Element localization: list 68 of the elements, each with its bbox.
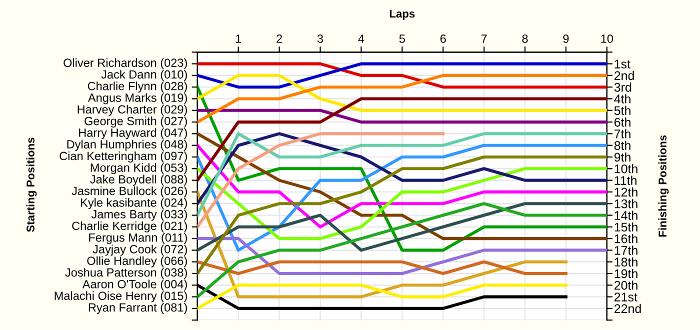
text: Jack Dann (010) — [101, 70, 187, 81]
y2-tick-label: 15th — [614, 222, 638, 232]
y2-tick-label: 3rd — [614, 82, 632, 92]
x-tick-label: 3 — [317, 34, 324, 43]
y2-tick-label: 11th — [614, 176, 636, 185]
y2-axis-title: Finishing Positions — [658, 135, 669, 237]
x-tick-label: 4 — [358, 34, 364, 43]
text: Cian Ketteringham (097) — [60, 151, 187, 162]
y2-tick-label: 21st — [614, 292, 638, 302]
y2-tick-label: 12th — [614, 187, 638, 197]
x-tick-label: 9 — [563, 34, 569, 43]
y2-tick-label: 5th — [614, 106, 630, 116]
line-series — [197, 167, 607, 240]
text: Dylan Humphries (048) — [67, 140, 187, 151]
y2-tick-label: 6th — [614, 118, 630, 127]
text: Morgan Kidd (053) — [90, 163, 187, 174]
x-tick-label: 1 — [236, 34, 242, 43]
line-series — [197, 74, 607, 124]
text: Malachi Oise Henry (015) — [54, 291, 187, 302]
x-tick-label: 5 — [399, 34, 405, 43]
y2-tick-label: 20th — [614, 280, 638, 290]
text: Ryan Farrant (081) — [88, 302, 187, 314]
y2-tick-label: 9th — [614, 152, 630, 162]
line-series — [197, 132, 445, 228]
text: Charlie Flynn (028) — [88, 82, 187, 93]
text: Kyle kasibante (024) — [81, 198, 187, 210]
x-tick-label: 2 — [276, 34, 282, 43]
x-tick-label: 10 — [601, 34, 614, 43]
text: Jake Boydell (088) — [90, 174, 187, 186]
x-tick-label: 8 — [522, 34, 528, 43]
y2-tick-label: 18th — [614, 257, 638, 266]
y2-tick-label: 17th — [614, 246, 638, 255]
line-series — [197, 237, 607, 276]
text: Angus Marks (019) — [88, 93, 187, 104]
line-series — [197, 202, 607, 298]
text: Harvey Charter (029) — [78, 104, 187, 116]
text: James Barty (033) — [91, 210, 187, 221]
x-tick-label: 6 — [440, 34, 446, 43]
y2-tick-label: 16th — [614, 234, 638, 244]
text: Fergus Mann (011) — [89, 233, 187, 244]
y2-tick-label: 10th — [614, 164, 638, 174]
y2-tick-label: 1st — [614, 60, 630, 68]
line-series — [197, 155, 607, 276]
line-series — [197, 202, 607, 252]
text: George Smith (027) — [84, 116, 187, 128]
x-tick-label: 7 — [481, 34, 487, 43]
y2-tick-label: 22nd — [614, 304, 641, 314]
text: Harry Hayward (047) — [79, 128, 187, 140]
x-axis-title: Laps — [390, 10, 415, 20]
line-series — [197, 190, 568, 298]
y2-tick-label: 4th — [614, 94, 630, 104]
text: Charlie Kerridge (021) — [72, 221, 187, 232]
line-series — [197, 144, 607, 228]
y2-tick-label: 13th — [614, 199, 638, 208]
text: Aaron O'Toole (004) — [82, 280, 187, 291]
line-series — [197, 144, 607, 252]
text: Starting Positions — [26, 138, 37, 232]
text: Jayjay Cook (072) — [92, 244, 187, 256]
text: Oliver Richardson (023) — [64, 58, 187, 70]
text: Jasmine Bullock (026) — [72, 186, 187, 198]
y2-tick-label: 8th — [614, 140, 630, 150]
y2-tick-label: 14th — [614, 210, 638, 220]
line-series — [197, 132, 607, 240]
text: Ollie Handley (066) — [87, 256, 187, 268]
y2-tick-label: 19th — [614, 268, 638, 278]
y2-tick-label: 7th — [614, 129, 630, 138]
y2-tick-label: 2nd — [614, 70, 634, 80]
text: Joshua Patterson (038) — [65, 268, 187, 279]
